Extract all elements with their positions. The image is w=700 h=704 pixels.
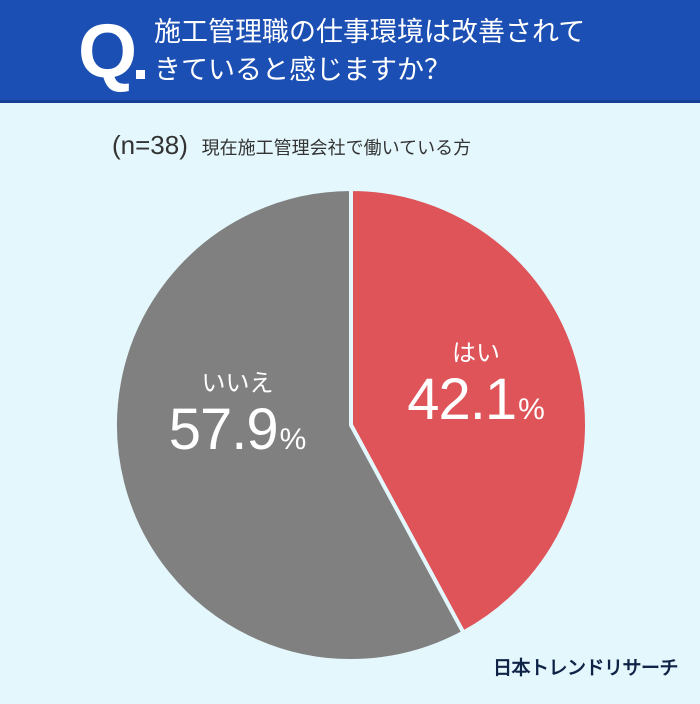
question-title: 施工管理職の仕事環境は改善されて きていると感じますか？ — [154, 14, 694, 90]
chart-subtitle: (n=38) 現在施工管理会社で働いている方 — [112, 128, 471, 166]
pie-slice-yes — [349, 186, 589, 636]
slice-label-yes: はい 42.1% — [396, 338, 556, 442]
slice-category-yes: はい — [452, 339, 500, 367]
question-line-2: きていると感じますか？ — [154, 55, 451, 86]
pie-slice-no — [113, 186, 467, 663]
slice-value-no: 57.9% — [168, 397, 307, 462]
slice-label-no: いいえ 57.9% — [150, 368, 325, 472]
question-line-1: 施工管理職の仕事環境は改善されて — [154, 17, 586, 48]
q-dot — [136, 70, 145, 79]
slice-category-no: いいえ — [201, 369, 274, 397]
respondents: 現在施工管理会社で働いている方 — [201, 138, 472, 159]
q-mark: Q — [78, 9, 137, 94]
sample-size: (n=38) — [112, 130, 188, 160]
brand-logo: 日本トレンドリサーチ — [493, 657, 679, 679]
question-header: Q 施工管理職の仕事環境は改善されて きていると感じますか？ — [0, 0, 700, 103]
slice-value-yes: 42.1% — [407, 367, 545, 432]
